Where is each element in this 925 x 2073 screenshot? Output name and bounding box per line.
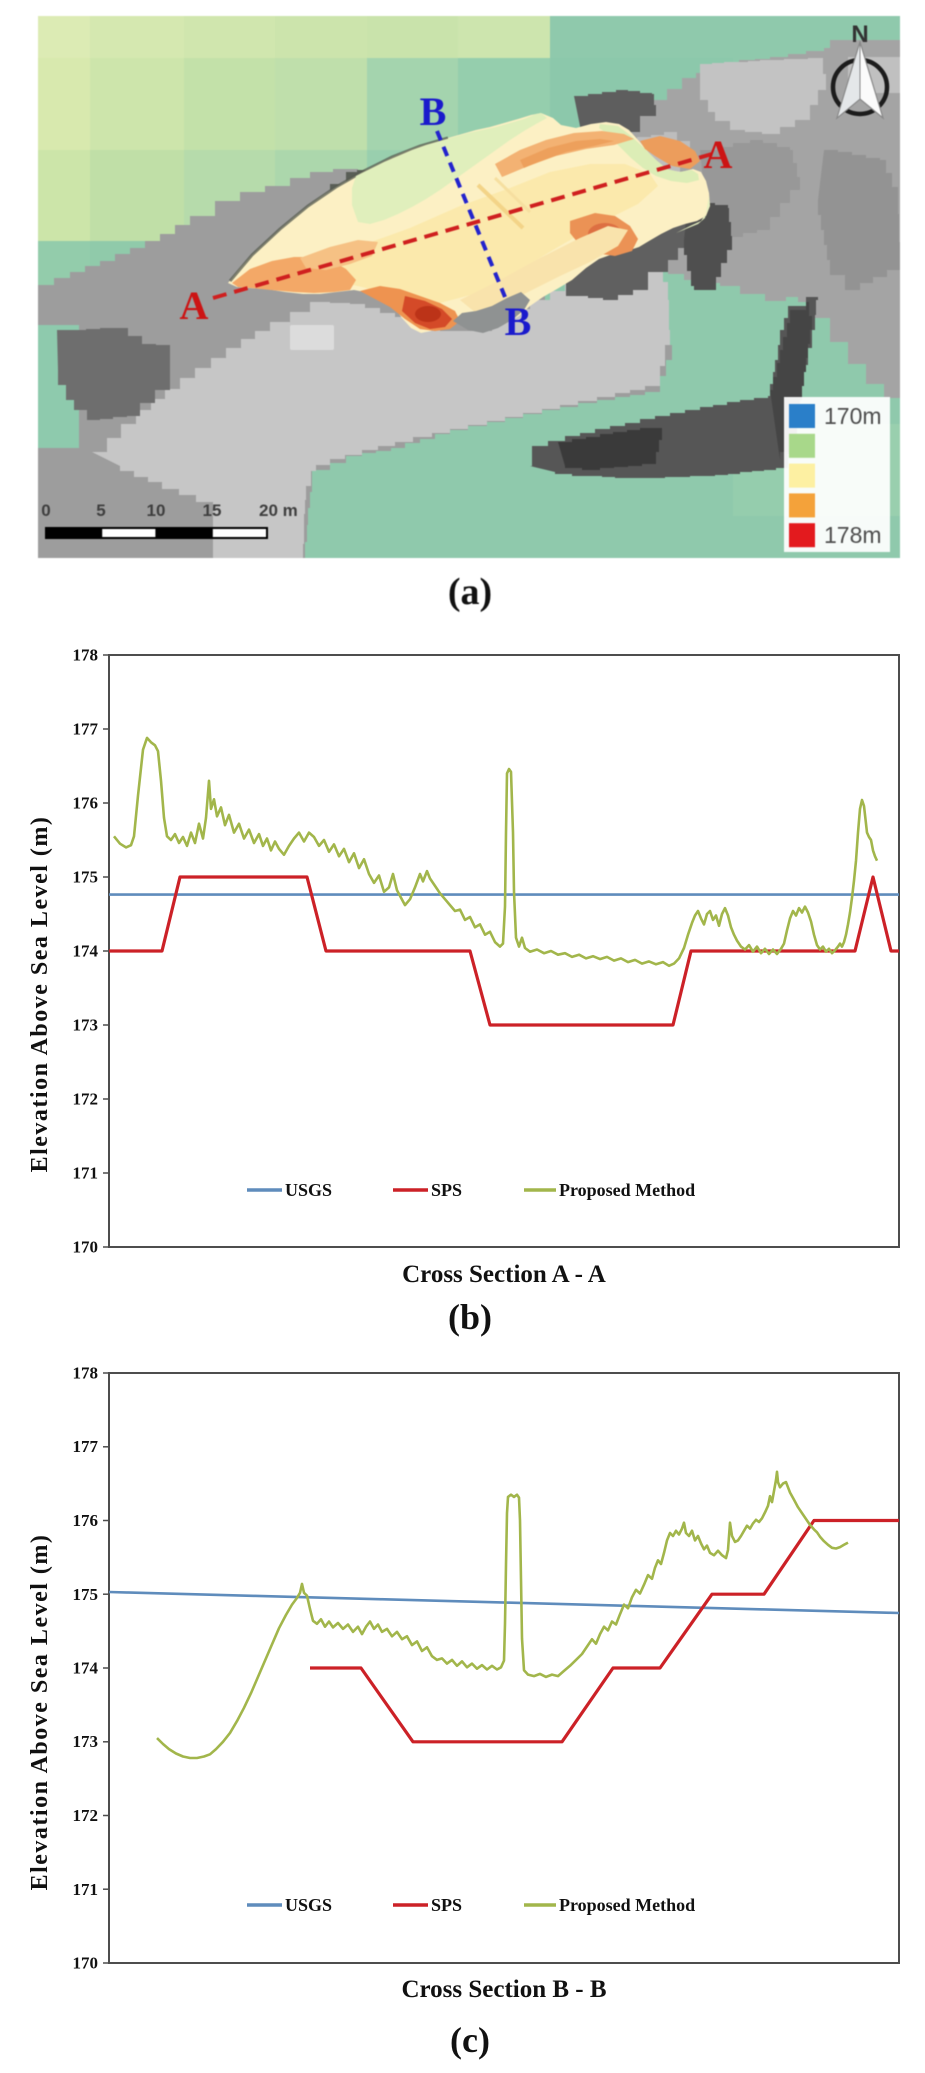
svg-text:175: 175 [73, 1585, 99, 1604]
svg-text:A: A [704, 132, 733, 177]
svg-text:174: 174 [73, 942, 99, 961]
svg-text:20 m: 20 m [259, 501, 298, 520]
svg-text:5: 5 [96, 501, 105, 520]
svg-text:15: 15 [203, 501, 222, 520]
svg-text:170: 170 [73, 1954, 99, 1973]
svg-text:176: 176 [73, 794, 99, 813]
svg-text:174: 174 [73, 1659, 99, 1678]
svg-text:172: 172 [73, 1090, 99, 1109]
svg-text:USGS: USGS [285, 1895, 332, 1915]
svg-text:Cross Section B - B: Cross Section B - B [401, 1976, 606, 2003]
svg-text:172: 172 [73, 1806, 99, 1825]
svg-text:178: 178 [73, 646, 99, 665]
svg-text:170: 170 [73, 1238, 99, 1257]
svg-text:173: 173 [73, 1016, 99, 1035]
svg-text:Proposed Method: Proposed Method [559, 1180, 695, 1200]
svg-text:B: B [420, 89, 447, 134]
svg-text:178: 178 [73, 1364, 99, 1383]
svg-text:SPS: SPS [431, 1180, 462, 1200]
svg-text:Cross Section A - A: Cross Section A - A [402, 1261, 606, 1288]
svg-text:A: A [180, 283, 209, 328]
svg-text:(b): (b) [448, 1297, 492, 1337]
svg-text:173: 173 [73, 1732, 99, 1751]
svg-text:178m: 178m [824, 522, 882, 548]
svg-text:175: 175 [73, 868, 99, 887]
svg-text:Elevation Above Sea Level (m): Elevation Above Sea Level (m) [27, 816, 53, 1173]
svg-text:(c): (c) [450, 2020, 490, 2060]
svg-text:176: 176 [73, 1511, 99, 1530]
svg-text:Proposed Method: Proposed Method [559, 1895, 695, 1915]
svg-text:USGS: USGS [285, 1180, 332, 1200]
svg-text:Elevation Above Sea Level (m): Elevation Above Sea Level (m) [27, 1534, 53, 1891]
svg-text:177: 177 [73, 1437, 99, 1456]
svg-text:170m: 170m [824, 403, 882, 429]
svg-text:N: N [851, 21, 868, 48]
svg-text:SPS: SPS [431, 1895, 462, 1915]
svg-text:(a): (a) [448, 571, 492, 613]
svg-text:B: B [505, 299, 532, 344]
svg-text:10: 10 [147, 501, 166, 520]
svg-text:171: 171 [73, 1880, 99, 1899]
svg-text:171: 171 [73, 1164, 99, 1183]
svg-text:0: 0 [41, 501, 50, 520]
svg-text:177: 177 [73, 720, 99, 739]
